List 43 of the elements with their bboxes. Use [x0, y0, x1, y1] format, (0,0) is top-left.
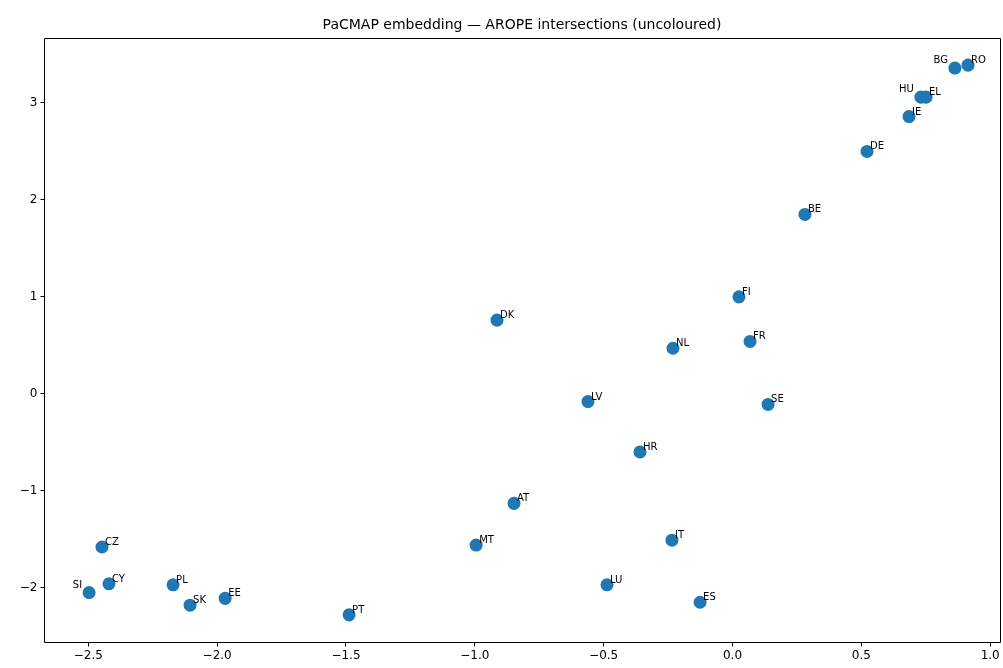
annotation: PT [352, 603, 366, 615]
annotation: FI [741, 285, 751, 297]
annotation: SE [771, 393, 784, 405]
annotation: CZ [104, 535, 119, 547]
annotation: RO [971, 54, 986, 66]
annotation: MT [479, 534, 495, 546]
annotation: SK [193, 594, 207, 606]
y-tick-label: −2 [19, 580, 38, 595]
annotation: NL [676, 337, 690, 349]
y-tick-label: −1 [19, 483, 38, 498]
x-tick-label: −1.5 [331, 647, 361, 662]
annotation: EE [228, 587, 241, 599]
x-tick-label: 0.0 [722, 647, 743, 662]
annotation: IE [912, 105, 922, 117]
annotation: FR [753, 330, 766, 342]
y-tick-label: 1 [29, 289, 38, 304]
annotation: CY [111, 572, 126, 584]
annotation: BG [933, 54, 948, 66]
x-tick-label: 1.0 [980, 647, 1000, 662]
annotation: HU [899, 83, 914, 95]
annotation: ES [703, 591, 716, 603]
y-tick-label: 2 [29, 192, 38, 207]
x-tick-label: −0.5 [589, 647, 619, 662]
annotation: IT [674, 529, 685, 541]
annotation: AT [517, 492, 531, 504]
annotation: SI [72, 578, 83, 590]
point [948, 61, 962, 75]
annotation: LV [590, 390, 603, 402]
annotation: BE [807, 203, 822, 215]
annotation: EL [929, 86, 942, 98]
y-tick-label: 0 [29, 386, 38, 401]
annotation: PL [176, 573, 189, 585]
annotation: DE [870, 140, 885, 152]
x-tick-label: −2.0 [202, 647, 232, 662]
annotation: LU [610, 573, 623, 585]
x-tick-label: −2.5 [73, 647, 103, 662]
chart-title: PaCMAP embedding — AROPE intersections (uncoloured) [322, 16, 722, 32]
y-tick-label: 3 [29, 95, 38, 110]
annotation: DK [500, 309, 515, 321]
annotation: HR [643, 440, 658, 452]
point [82, 586, 96, 600]
x-tick-label: −1.0 [460, 647, 490, 662]
x-tick-label: 0.5 [851, 647, 871, 662]
